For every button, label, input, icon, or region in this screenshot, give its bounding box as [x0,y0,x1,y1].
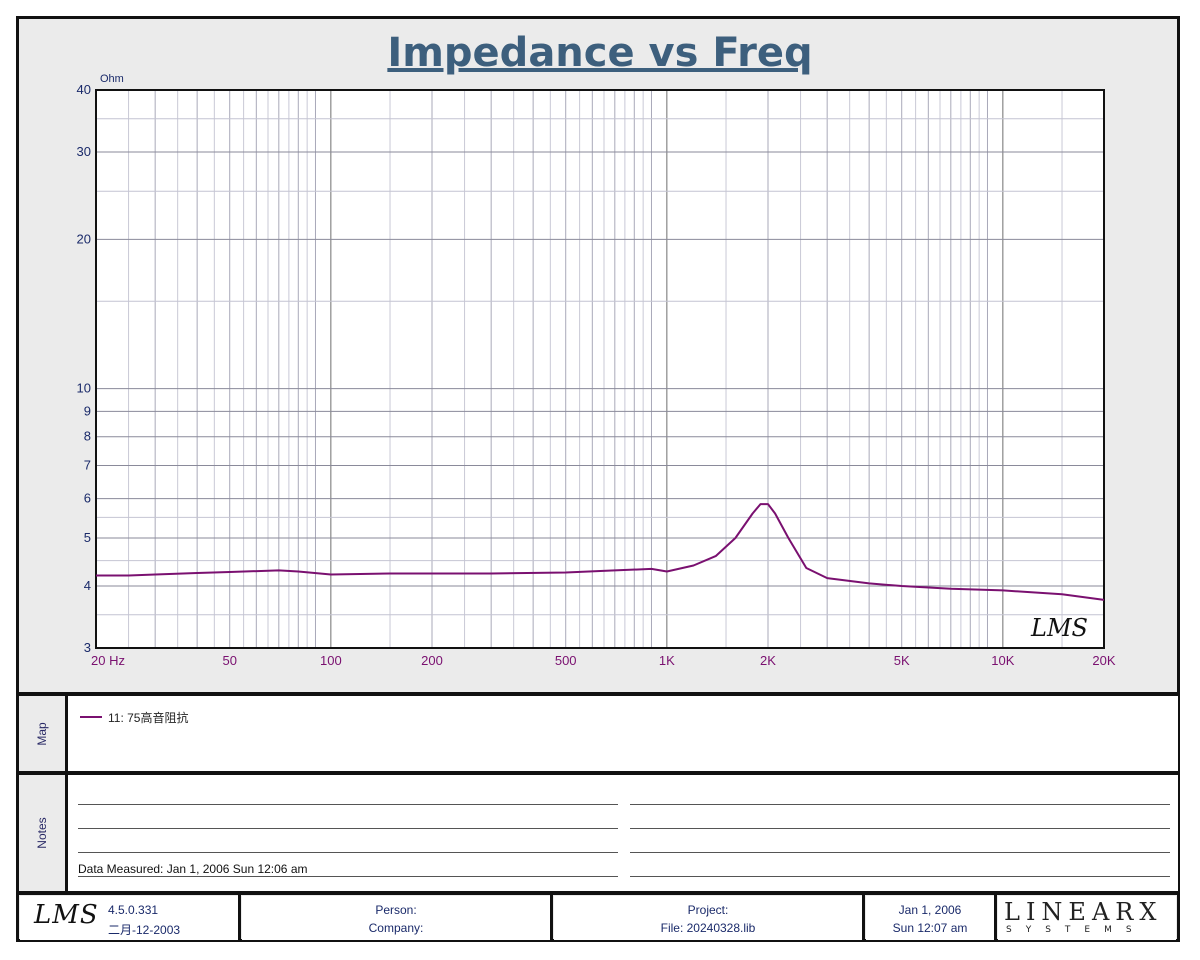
map-panel [68,696,1178,772]
y-tick-label: 20 [77,231,91,246]
plot-area [96,90,1104,648]
notes-label: Notes [35,817,49,849]
map-panel-divider [65,696,68,772]
x-tick-label: 100 [320,653,342,668]
linearx-systems-text: SYSTEMS [1006,925,1146,935]
linearx-logo: LINEARX [1004,898,1163,926]
note-line [78,804,618,805]
footer-brand-cell [998,896,1176,940]
footer-version-cell [20,896,238,940]
map-notes-separator [16,771,1180,775]
notes-footer-separator [16,891,1180,895]
note-line [630,876,1170,877]
company-label: Company: [368,921,424,935]
file-label: File: 20240328.lib [660,921,756,935]
chart-title: Impedance vs Freq [387,30,813,76]
note-line [78,876,618,877]
y-axis-label: Ohm [100,73,124,85]
footer-divider [994,895,997,941]
x-tick-label: 2K [760,653,776,668]
x-tick-label: 20 Hz [91,653,125,668]
notes-panel-divider [65,775,68,891]
y-tick-label: 4 [84,578,91,593]
map-label: Map [35,722,49,746]
x-gridlines [95,90,1105,648]
chart-map-separator [16,692,1180,696]
y-tick-label: 9 [84,403,91,418]
footer-person-cell: Person: Company: [242,896,550,940]
note-line [630,804,1170,805]
project-label: Project: [687,903,729,917]
y-tick-label: 5 [84,530,91,545]
y-tick-label: 40 [77,82,91,97]
footer-divider [238,895,241,941]
x-tick-label: 500 [555,653,577,668]
legend-entry: 11: 75高音阻抗 [108,711,189,725]
y-tick-label: 8 [84,429,91,444]
x-tick-label: 20K [1092,653,1115,668]
x-tick-label: 10K [991,653,1014,668]
note-line [78,852,618,853]
footer-project-cell: Project: File: 20240328.lib [554,896,862,940]
x-tick-label: 1K [659,653,675,668]
data-measured-text: Data Measured: Jan 1, 2006 Sun 12:06 am [78,862,308,876]
footer-date-cell: Jan 1, 2006 Sun 12:07 am [866,896,994,940]
footer-date: Jan 1, 2006 [898,903,962,917]
lms-watermark: LMS [1030,614,1088,642]
build-date-text: 二月-12-2003 [108,923,181,937]
note-line [78,828,618,829]
impedance-chart: Ohm 3 4 5 6 7 8 9 10 20 30 40 20 Hz 50 100 200 500 1K 2K 5K… [77,73,1116,668]
x-tick-label: 200 [421,653,443,668]
x-tick-label: 5K [894,653,910,668]
y-tick-label: 7 [84,457,91,472]
y-tick-label: 6 [84,491,91,506]
y-tick-label: 3 [84,640,91,655]
note-line [630,852,1170,853]
footer-divider [862,895,865,941]
impedance-series-line [96,503,1105,601]
footer-divider [550,895,553,941]
notes-panel [68,775,1178,891]
legend-swatch [80,716,102,718]
y-tick-label: 10 [77,381,91,396]
note-line [630,828,1170,829]
lms-logo: LMS [34,900,99,930]
person-label: Person: [375,903,417,917]
y-tick-label: 30 [77,144,91,159]
plot-border [95,89,1105,649]
x-tick-label: 50 [222,653,236,668]
footer-time: Sun 12:07 am [892,921,968,935]
version-text: 4.5.0.331 [108,903,159,917]
